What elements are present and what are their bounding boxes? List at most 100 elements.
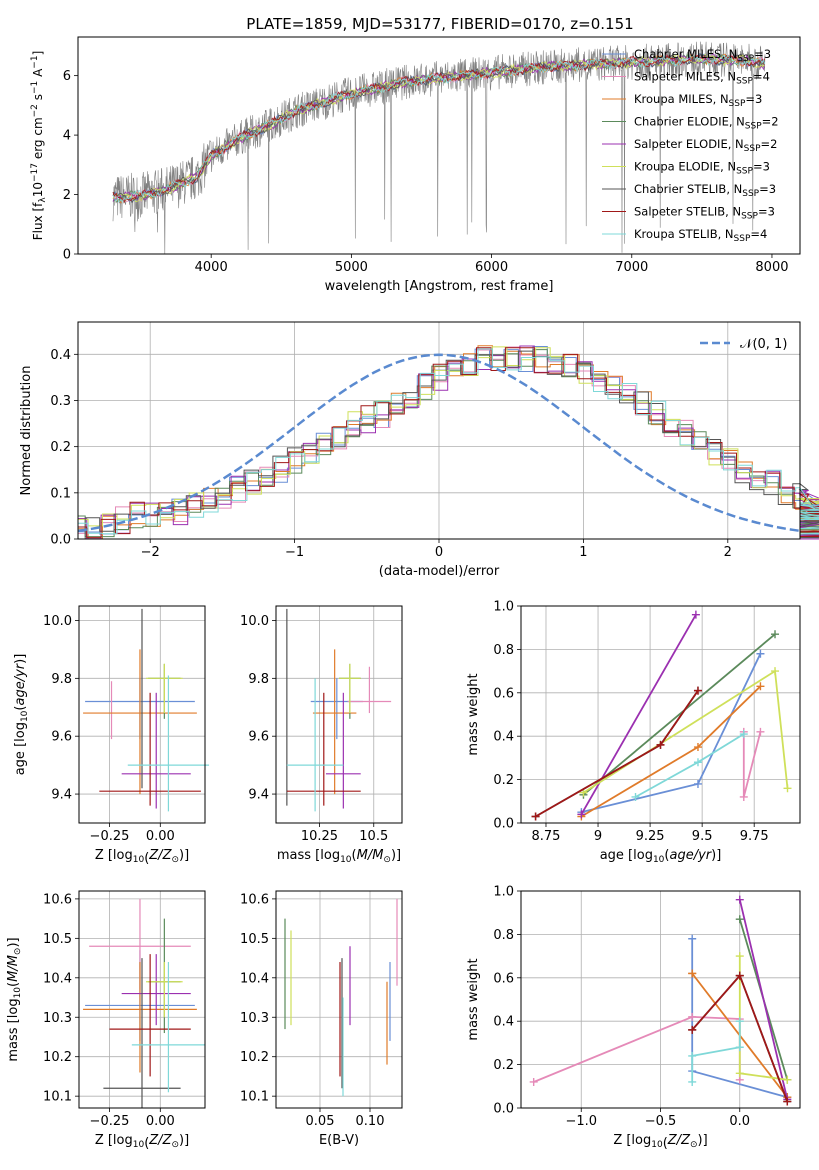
x-tick-label: 10.5 — [359, 829, 388, 844]
mass-vs-ebv-grid — [276, 891, 402, 1108]
x-tick-label: −1.0 — [565, 1114, 597, 1129]
legend-label-salpeter_stelib: Salpeter STELIB, NSSP=3 — [634, 205, 775, 222]
y-tick-label: 0.0 — [493, 817, 514, 832]
weight-marker-kroupa_stelib — [735, 1017, 744, 1026]
y-tick-label: 10.4 — [240, 971, 269, 986]
mass-vs-z-xlabel: Z [log10(Z/Z⊙)] — [95, 1133, 189, 1151]
age-vs-mass-frame — [275, 605, 403, 824]
weight-marker-kroupa_elodie — [735, 952, 744, 961]
weight-marker-kroupa_stelib — [688, 1077, 697, 1086]
age-vs-z-panel: −0.25 0.00 9.4 9.6 9.8 10.0 Z [log10(Z/Z⊙)] a… — [13, 605, 210, 866]
x-tick-label: −2 — [141, 545, 160, 560]
age-vs-z-ticks: −0.25 0.00 9.4 9.6 9.8 10.0 — [43, 614, 175, 844]
y-tick-label: 0.2 — [493, 773, 514, 788]
weight-marker-chabrier_miles — [688, 934, 697, 943]
y-tick-label: 10.2 — [43, 1050, 72, 1065]
y-tick-label: 10.6 — [43, 892, 72, 907]
weight-vs-age-panel: 8.75 9 9.25 9.5 9.75 0.0 0.2 0.4 0.6 0.8 1.0 age [… — [466, 600, 801, 865]
residuals-panel: −2 −1 0 1 2 0.0 0.1 0.2 0.3 0.4 𝒩(0, 1) (data-mod… — [19, 321, 819, 579]
weight-marker-kroupa_elodie — [783, 1075, 792, 1084]
y-tick-label: 9.8 — [248, 672, 269, 687]
spectrum-legend: Chabrier MILES, NSSP=3 Salpeter MILES, NS… — [602, 47, 779, 244]
y-tick-label: 10.5 — [240, 932, 269, 947]
y-tick-label: 0.4 — [493, 1015, 514, 1030]
legend-label-chabrier_stelib: Chabrier STELIB, NSSP=3 — [634, 182, 776, 199]
y-tick-label: 0.8 — [493, 643, 514, 658]
weight-marker-kroupa_elodie — [771, 667, 780, 676]
x-tick-label: 5000 — [335, 260, 368, 275]
residuals-legend: 𝒩(0, 1) — [700, 337, 787, 352]
weight-marker-salpeter_elodie — [735, 895, 744, 904]
age-vs-mass-marks — [286, 608, 392, 812]
mass-vs-ebv-frame — [275, 890, 403, 1109]
y-tick-label: 9.6 — [51, 730, 72, 745]
weight-marker-kroupa_miles — [756, 682, 765, 691]
y-tick-label: 0.2 — [50, 440, 71, 455]
y-tick-label: 0.4 — [50, 348, 71, 363]
weight-marker-salpeter_elodie — [577, 810, 586, 819]
weight-marker-salpeter_elodie — [691, 610, 700, 619]
x-tick-label: 0 — [435, 545, 443, 560]
weight-marker-kroupa_elodie — [783, 784, 792, 793]
weight-marker-salpeter_stelib — [783, 1097, 792, 1106]
legend-label-kroupa_elodie: Kroupa ELODIE, NSSP=3 — [634, 160, 770, 177]
weight-marker-salpeter_miles — [756, 727, 765, 736]
weight-line-kroupa_stelib — [691, 1021, 741, 1082]
spectrum-frame — [77, 36, 801, 255]
y-tick-label: 2 — [63, 188, 71, 203]
y-tick-label: 4 — [63, 129, 71, 144]
mass-vs-ebv-marks — [284, 898, 398, 1097]
spectrum-model-chabrier_elodie — [112, 52, 766, 203]
y-tick-label: 1.0 — [493, 885, 514, 900]
x-tick-label: 0.00 — [146, 1114, 175, 1129]
weight-line-salpeter_elodie — [738, 899, 789, 1100]
x-tick-label: 4000 — [195, 260, 228, 275]
weight-marker-salpeter_miles — [739, 792, 748, 801]
x-tick-label: 0.10 — [356, 1114, 385, 1129]
legend-label-salpeter_miles: Salpeter MILES, NSSP=4 — [634, 70, 770, 87]
y-tick-label: 10.3 — [43, 1011, 72, 1026]
age-vs-z-frame — [78, 605, 206, 824]
y-tick-label: 0.3 — [50, 394, 71, 409]
y-tick-label: 10.2 — [240, 1050, 269, 1065]
weight-marker-kroupa_miles — [693, 743, 702, 752]
y-tick-label: 10.0 — [240, 614, 269, 629]
y-tick-label: 9.4 — [248, 788, 269, 803]
age-vs-mass-ticks: 10.25 10.5 9.4 9.6 9.8 10.0 — [240, 614, 388, 844]
spectrum-panel: 4000 5000 6000 7000 8000 0 2 4 6 Chabrier MILES,… — [30, 36, 801, 294]
weight-marker-kroupa_stelib — [739, 730, 748, 739]
weight-vs-age-frame — [520, 605, 801, 824]
legend-label-salpeter_elodie: Salpeter ELODIE, NSSP=2 — [634, 137, 777, 154]
x-tick-label: −0.5 — [645, 1114, 677, 1129]
x-tick-label: 9 — [594, 829, 602, 844]
weight-vs-z-ylabel: mass weight — [466, 958, 481, 1040]
y-tick-label: 0.6 — [493, 686, 514, 701]
weight-marker-kroupa_stelib — [735, 1043, 744, 1052]
spectrum-model-kroupa_stelib — [112, 54, 766, 203]
histogram-chabrier_stelib — [78, 350, 819, 540]
y-tick-label: 10.1 — [240, 1090, 269, 1105]
weight-marker-chabrier_elodie — [771, 630, 780, 639]
weight-vs-age-ylabel: mass weight — [466, 673, 481, 755]
y-tick-label: 6 — [63, 69, 71, 84]
x-tick-label: 1 — [579, 545, 587, 560]
mass-vs-z-marks — [83, 898, 205, 1108]
weight-marker-salpeter_stelib — [531, 812, 540, 821]
y-tick-label: 0.6 — [493, 971, 514, 986]
weight-vs-z-xlabel: Z [log10(Z/Z⊙)] — [613, 1133, 707, 1151]
y-tick-label: 10.5 — [43, 932, 72, 947]
mass-vs-ebv-ticks: 0.05 0.10 10.1 10.2 10.3 10.4 10.5 10.6 — [240, 892, 384, 1129]
spectrum-ylabel: Flux [fλ10−17 erg cm−2 s−1 A−1] — [30, 51, 48, 241]
y-tick-label: 0.8 — [493, 928, 514, 943]
weight-marker-salpeter_stelib — [656, 740, 665, 749]
x-tick-label: −1 — [285, 545, 304, 560]
y-tick-label: 10.0 — [43, 614, 72, 629]
weight-marker-salpeter_miles — [529, 1077, 538, 1086]
weight-marker-salpeter_stelib — [735, 971, 744, 980]
mass-vs-z-ticks: −0.25 0.00 10.1 10.2 10.3 10.4 10.5 10.6 — [43, 892, 175, 1129]
x-tick-label: 0.05 — [306, 1114, 335, 1129]
y-tick-label: 0.2 — [493, 1058, 514, 1073]
age-vs-mass-grid — [276, 606, 402, 823]
